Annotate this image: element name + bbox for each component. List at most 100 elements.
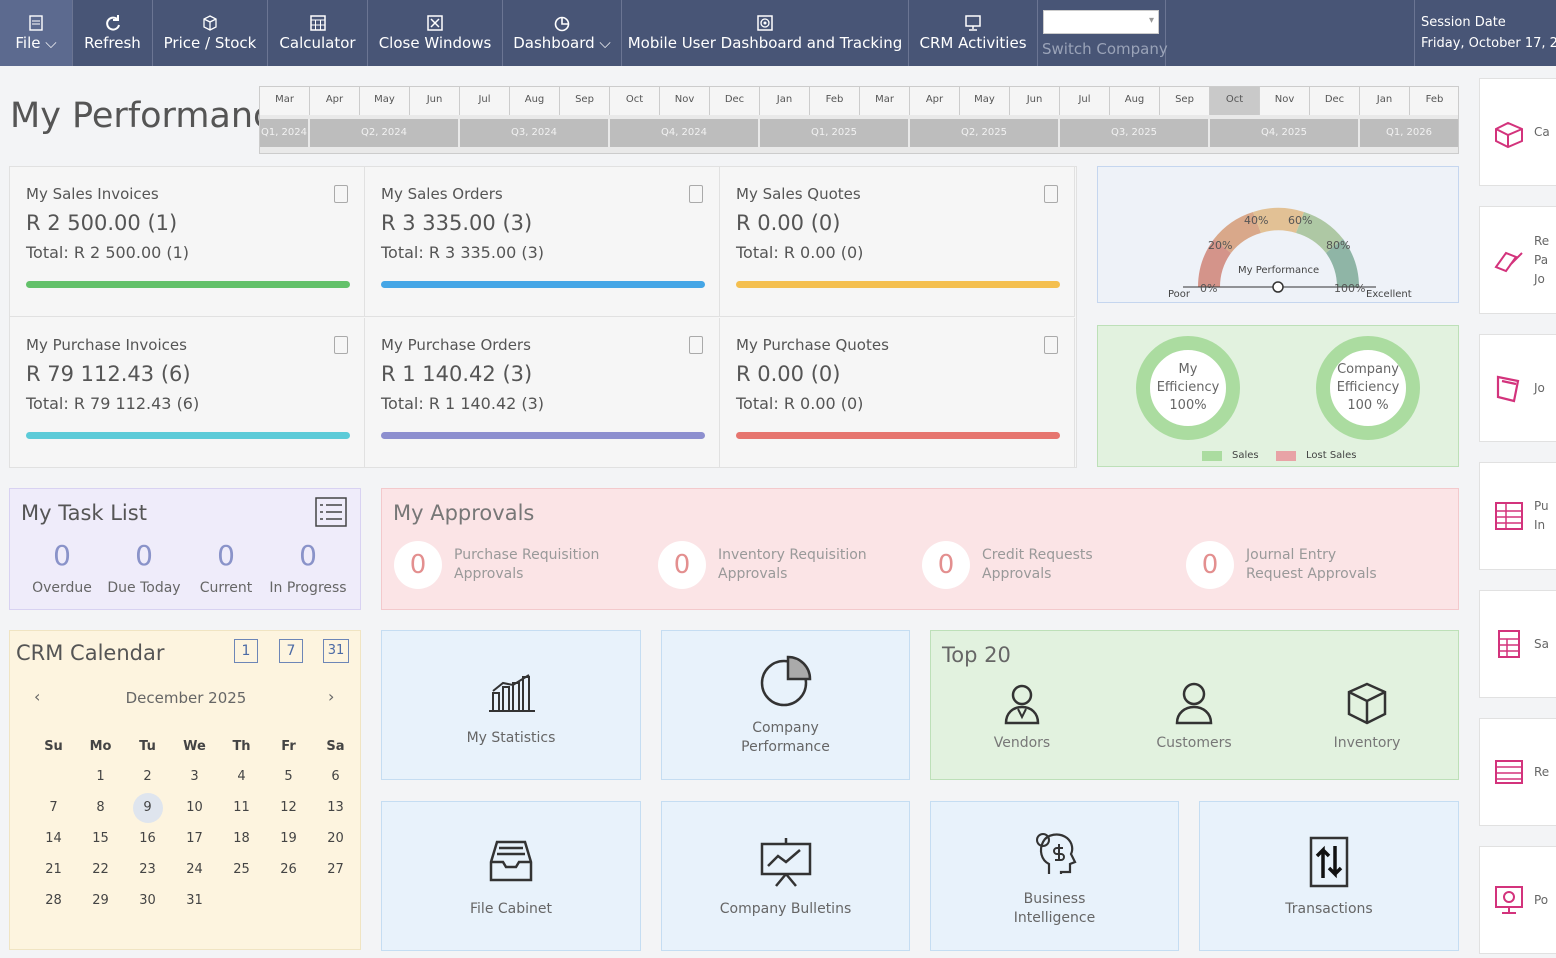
calendar-day[interactable]: 27 [327,862,344,877]
timeline-slider[interactable]: Mar Apr May Jun Jul Aug Sep Oct Nov Dec Jan Feb Mar A… [259,86,1459,154]
file-cabinet-tile[interactable]: File Cabinet [381,801,641,951]
calendar-day[interactable]: 16 [139,831,156,846]
calendar-day[interactable]: 14 [45,831,62,846]
calendar-day[interactable]: 2 [143,769,152,784]
calendar-month-view-icon[interactable]: 31 [323,639,349,663]
side-shortcut-button[interactable]: Re [1479,718,1556,826]
task-counter[interactable]: 0 Current [186,539,266,596]
timeline-month[interactable]: Dec [710,87,760,115]
calendar-day[interactable]: 26 [280,862,297,877]
approval-item[interactable]: 0 Journal Entry Request Approvals [1186,541,1396,589]
sales-orders-card[interactable]: My Sales Orders R 3 335.00 (3) Total: R 3 … [365,167,720,317]
calendar-day[interactable]: 29 [92,893,109,908]
task-counter[interactable]: 0 Overdue [22,539,102,596]
calendar-day[interactable]: 10 [186,800,203,815]
top20-inventory[interactable]: Inventory [1282,681,1452,751]
calendar-day[interactable]: 4 [237,769,246,784]
calendar-day[interactable]: 9 [124,792,171,823]
purchase-invoices-card[interactable]: My Purchase Invoices R 79 112.43 (6) Total… [10,318,365,468]
close-windows-button[interactable]: Close Windows [368,0,503,66]
timeline-month[interactable]: Jun [410,87,460,115]
timeline-month[interactable]: Dec [1310,87,1360,115]
timeline-month[interactable]: May [360,87,410,115]
company-select[interactable]: ▾ [1043,10,1159,34]
timeline-month[interactable]: Feb [810,87,860,115]
timeline-month[interactable]: Jan [760,87,810,115]
side-shortcut-button[interactable]: Sa [1479,590,1556,698]
side-shortcut-button[interactable]: Re Pa Jo [1479,206,1556,314]
calendar-day[interactable]: 3 [190,769,199,784]
dashboard-menu-button[interactable]: Dashboard ⌵ [503,0,622,66]
sales-quotes-card[interactable]: My Sales Quotes R 0.00 (0) Total: R 0.00 (… [720,167,1075,317]
mobile-dashboard-button[interactable]: Mobile User Dashboard and Tracking [622,0,909,66]
calendar-day[interactable]: 30 [139,893,156,908]
calendar-day[interactable]: 19 [280,831,297,846]
timeline-month[interactable]: May [960,87,1010,115]
document-icon[interactable] [334,336,348,354]
document-icon[interactable] [1044,185,1058,203]
business-intelligence-tile[interactable]: Business Intelligence [930,801,1179,951]
side-shortcut-button[interactable]: Po [1479,846,1556,954]
next-month-button[interactable]: › [328,687,335,706]
purchase-orders-card[interactable]: My Purchase Orders R 1 140.42 (3) Total: R… [365,318,720,468]
company-performance-tile[interactable]: Company Performance [661,630,910,780]
top20-customers[interactable]: Customers [1109,681,1279,751]
checklist-icon[interactable] [315,497,347,527]
calendar-day[interactable]: 13 [327,800,344,815]
timeline-month[interactable]: Aug [510,87,560,115]
timeline-month[interactable]: Apr [310,87,360,115]
side-shortcut-button[interactable]: Ca [1479,78,1556,186]
timeline-month[interactable]: Mar [860,87,910,115]
calendar-day[interactable]: 21 [45,862,62,877]
document-icon[interactable] [1044,336,1058,354]
calendar-day[interactable]: 7 [49,800,58,815]
timeline-month[interactable]: Apr [910,87,960,115]
calendar-day[interactable]: 28 [45,893,62,908]
calendar-day[interactable]: 6 [331,769,340,784]
timeline-month[interactable]: Feb [1410,87,1458,115]
document-icon[interactable] [689,185,703,203]
timeline-month[interactable]: Oct [610,87,660,115]
calendar-day[interactable]: 11 [233,800,250,815]
calendar-day[interactable]: 20 [327,831,344,846]
calendar-day[interactable]: 1 [96,769,105,784]
timeline-month[interactable]: Sep [1160,87,1210,115]
calculator-button[interactable]: Calculator [268,0,368,66]
calendar-day[interactable]: 24 [186,862,203,877]
timeline-month[interactable]: Oct [1210,87,1260,115]
today-marker[interactable]: 9 [132,792,163,823]
calendar-day[interactable]: 22 [92,862,109,877]
calendar-day[interactable]: 18 [233,831,250,846]
timeline-month[interactable]: Nov [1260,87,1310,115]
timeline-month[interactable]: Nov [660,87,710,115]
refresh-button[interactable]: Refresh [73,0,153,66]
calendar-day[interactable]: 25 [233,862,250,877]
top20-vendors[interactable]: Vendors [937,681,1107,751]
calendar-day[interactable]: 15 [92,831,109,846]
timeline-month[interactable]: Jul [460,87,510,115]
side-shortcut-button[interactable]: Pu In [1479,462,1556,570]
company-bulletins-tile[interactable]: Company Bulletins [661,801,910,951]
calendar-day[interactable]: 17 [186,831,203,846]
transactions-tile[interactable]: Transactions [1199,801,1459,951]
prev-month-button[interactable]: ‹ [34,687,41,706]
timeline-month[interactable]: Aug [1110,87,1160,115]
purchase-quotes-card[interactable]: My Purchase Quotes R 0.00 (0) Total: R 0.0… [720,318,1075,468]
timeline-month[interactable]: Jul [1060,87,1110,115]
approval-item[interactable]: 0 Purchase Requisition Approvals [394,541,604,589]
side-shortcut-button[interactable]: Jo [1479,334,1556,442]
calendar-day-view-icon[interactable]: 1 [234,639,258,663]
my-statistics-tile[interactable]: My Statistics [381,630,641,780]
calendar-week-view-icon[interactable]: 7 [279,639,303,663]
calendar-day[interactable]: 8 [96,800,105,815]
approval-item[interactable]: 0 Inventory Requisition Approvals [658,541,868,589]
task-counter[interactable]: 0 In Progress [268,539,348,596]
calendar-day[interactable]: 23 [139,862,156,877]
timeline-month[interactable]: Jun [1010,87,1060,115]
document-icon[interactable] [689,336,703,354]
approval-item[interactable]: 0 Credit Requests Approvals [922,541,1132,589]
calendar-day[interactable]: 12 [280,800,297,815]
timeline-month[interactable]: Jan [1360,87,1410,115]
price-stock-button[interactable]: Price / Stock [153,0,268,66]
document-icon[interactable] [334,185,348,203]
